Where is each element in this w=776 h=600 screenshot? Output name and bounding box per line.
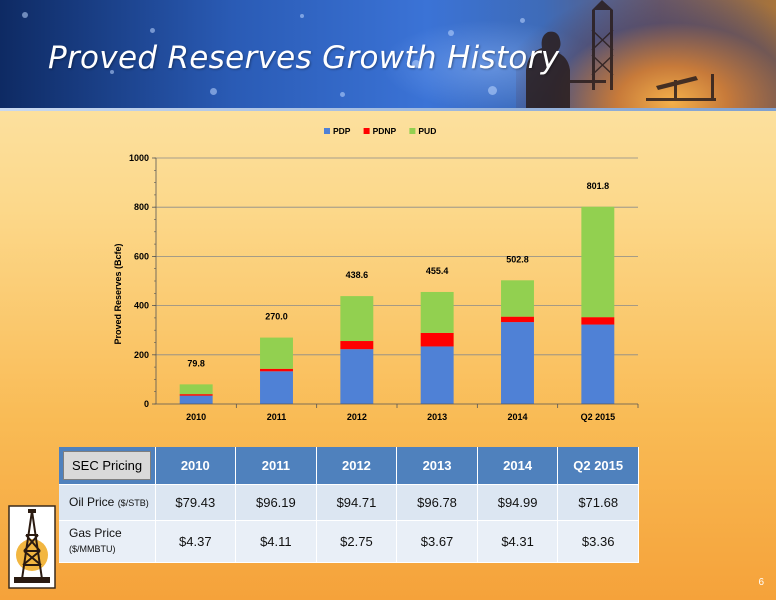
oil-price-cell: $71.68 [557,484,639,521]
bar-segment-pdp [340,349,374,404]
bar-segment-pdp [179,395,213,404]
pricing-header-row: SEC Pricing 2010 2011 2012 2013 2014 Q2 … [59,447,639,485]
gas-price-cell: $3.36 [557,520,639,563]
gas-price-cell: $3.67 [396,520,478,563]
oil-price-cell: $94.99 [477,484,559,521]
legend-swatch-pud [409,128,416,134]
gas-price-cell: $4.11 [235,520,317,563]
bar-segment-pud [420,291,454,333]
gas-price-cell: $4.37 [155,520,237,563]
pricing-column-header: 2010 [155,447,237,485]
bar-segment-pdnp [260,368,293,372]
oil-derrick-logo-icon [8,505,56,589]
gridlines [156,157,638,356]
bar-segment-pdp [581,324,615,404]
header-banner: Proved Reserves Growth History [0,0,776,108]
bar-segment-pdp [501,322,534,404]
total-label: 801.8 [587,181,610,191]
pricing-column-header: 2014 [477,447,559,485]
oil-price-cell: $94.71 [316,484,398,521]
page-number: 6 [758,577,764,588]
y-axis-title: Proved Reserves (Bcfe) [113,243,123,344]
bar-segment-pdnp [581,317,615,325]
chart-legend: PDP PDNP PUD [324,126,436,136]
pricing-column-header: 2011 [235,447,317,485]
y-tick-label: 800 [134,202,149,212]
y-tick-label: 1000 [129,153,149,163]
oil-price-label-cell: Oil Price ($/STB) [59,484,156,521]
total-label: 270.0 [265,312,288,322]
page-title: Proved Reserves Growth History [48,40,560,76]
bar-segment-pdnp [420,332,454,347]
bar-segment-pdnp [340,341,374,350]
x-axis: 2010 2011 2012 2013 2014 Q2 2015 [156,403,639,422]
gas-price-cell: $4.31 [477,520,559,563]
pricing-column-header: 2013 [396,447,478,485]
bar-segment-pdnp [179,394,213,396]
x-tick-label: 2010 [186,412,206,422]
total-label: 455.4 [426,266,449,276]
y-tick-label: 600 [134,251,149,261]
oil-price-cell: $96.19 [235,484,317,521]
proved-reserves-chart: 0 200 400 600 800 1000 79.8 270.0 438.6 455.4 502… [113,126,639,422]
y-tick-label: 200 [134,350,149,360]
gas-price-label: Gas Price [69,526,122,540]
total-label: 438.6 [346,270,369,280]
x-tick-label: Q2 2015 [581,412,616,422]
gas-price-unit: ($/MMBTU) [69,544,116,554]
pricing-column-header: 2012 [316,447,398,485]
legend-swatch-pdnp [363,128,370,134]
bar-segment-pdnp [501,316,534,323]
total-label: 502.8 [506,254,529,264]
x-tick-label: 2012 [347,412,367,422]
oil-price-unit: ($/STB) [117,497,149,508]
bar-segment-pud [340,296,374,342]
bar-segment-pud [260,337,293,369]
gas-price-cell: $2.75 [316,520,398,563]
total-label: 79.8 [187,358,205,368]
y-axis: 0 200 400 600 800 1000 [129,153,157,409]
bar-segment-pud [501,280,534,317]
oil-price-cell: $96.78 [396,484,478,521]
bar-segment-pdp [420,346,454,404]
sec-pricing-label: SEC Pricing [63,451,151,480]
x-tick-label: 2014 [507,412,527,422]
y-tick-label: 400 [134,301,149,311]
x-tick-label: 2013 [427,412,447,422]
legend-swatch-pdp [324,128,330,134]
bar-segment-pud [179,384,213,395]
gas-price-row: Gas Price ($/MMBTU) $4.37 $4.11 $2.75 $3… [59,520,639,563]
legend-label-pdnp: PDNP [373,126,397,136]
legend-label-pdp: PDP [333,126,351,136]
bars [179,206,615,404]
oil-price-label: Oil Price [69,494,115,509]
oil-price-cell: $79.43 [155,484,237,521]
oil-price-row: Oil Price ($/STB) $79.43 $96.19 $94.71 $… [59,484,639,521]
bar-segment-pdp [260,371,293,404]
sec-pricing-table: SEC Pricing 2010 2011 2012 2013 2014 Q2 … [59,447,639,563]
x-tick-label: 2011 [267,412,287,422]
total-labels: 79.8 270.0 438.6 455.4 502.8 801.8 [187,181,609,369]
pricing-column-header: Q2 2015 [557,447,639,485]
oil-worker-pumpjack-silhouette-icon [526,0,716,108]
header-divider [0,108,776,111]
y-tick-label: 0 [144,399,149,409]
sec-pricing-label-cell: SEC Pricing [59,447,156,485]
bar-segment-pud [581,206,615,318]
gas-price-label-cell: Gas Price ($/MMBTU) [59,520,156,563]
legend-label-pud: PUD [418,126,436,136]
